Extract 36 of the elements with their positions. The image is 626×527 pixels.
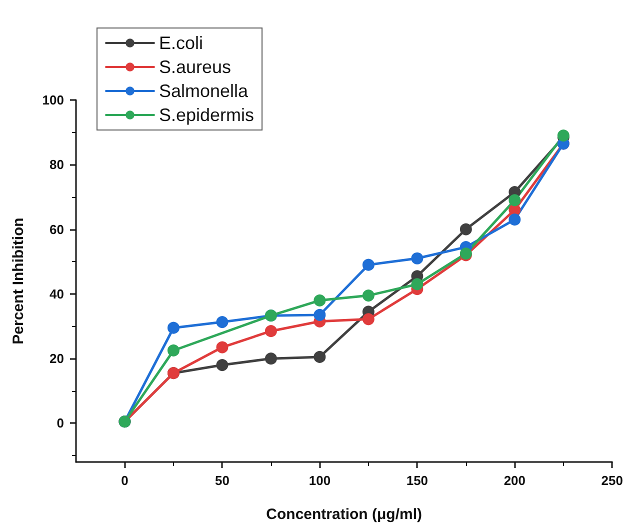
point bbox=[314, 294, 326, 306]
point bbox=[460, 223, 472, 236]
y-tick-label: 40 bbox=[50, 286, 64, 302]
y-tick-label: 20 bbox=[50, 351, 64, 366]
y-tick-label: 60 bbox=[50, 222, 64, 237]
point bbox=[216, 359, 228, 372]
point bbox=[508, 214, 521, 226]
point bbox=[314, 350, 326, 363]
point bbox=[216, 316, 228, 328]
point bbox=[508, 194, 521, 206]
y-tick-label: 100 bbox=[42, 92, 64, 108]
point bbox=[216, 341, 228, 354]
point bbox=[167, 344, 180, 356]
x-tick-label: 0 bbox=[121, 473, 128, 488]
legend-label: S.epidermis bbox=[159, 105, 254, 125]
point bbox=[411, 252, 424, 264]
point bbox=[167, 322, 180, 334]
point bbox=[362, 290, 374, 302]
point bbox=[314, 308, 326, 321]
point bbox=[264, 352, 277, 365]
point bbox=[362, 258, 374, 271]
y-axis-title: Percent Inhibition bbox=[10, 218, 27, 344]
y-tick-label: 0 bbox=[56, 416, 64, 431]
x-tick-label: 50 bbox=[214, 473, 230, 488]
x-tick-label: 250 bbox=[601, 473, 624, 488]
x-axis-title: Concentration (μg/ml) bbox=[266, 506, 422, 523]
x-tick-label: 100 bbox=[308, 473, 331, 488]
legend-label: E.coli bbox=[159, 33, 204, 53]
point bbox=[362, 313, 374, 326]
x-tick-label: 150 bbox=[406, 473, 428, 488]
y-tick-label: 80 bbox=[50, 157, 64, 172]
legend-label: S.aureus bbox=[159, 57, 232, 77]
point bbox=[411, 278, 424, 290]
legend-label: Salmonella bbox=[159, 81, 250, 101]
x-tick-label: 200 bbox=[504, 473, 526, 488]
point bbox=[264, 325, 277, 338]
